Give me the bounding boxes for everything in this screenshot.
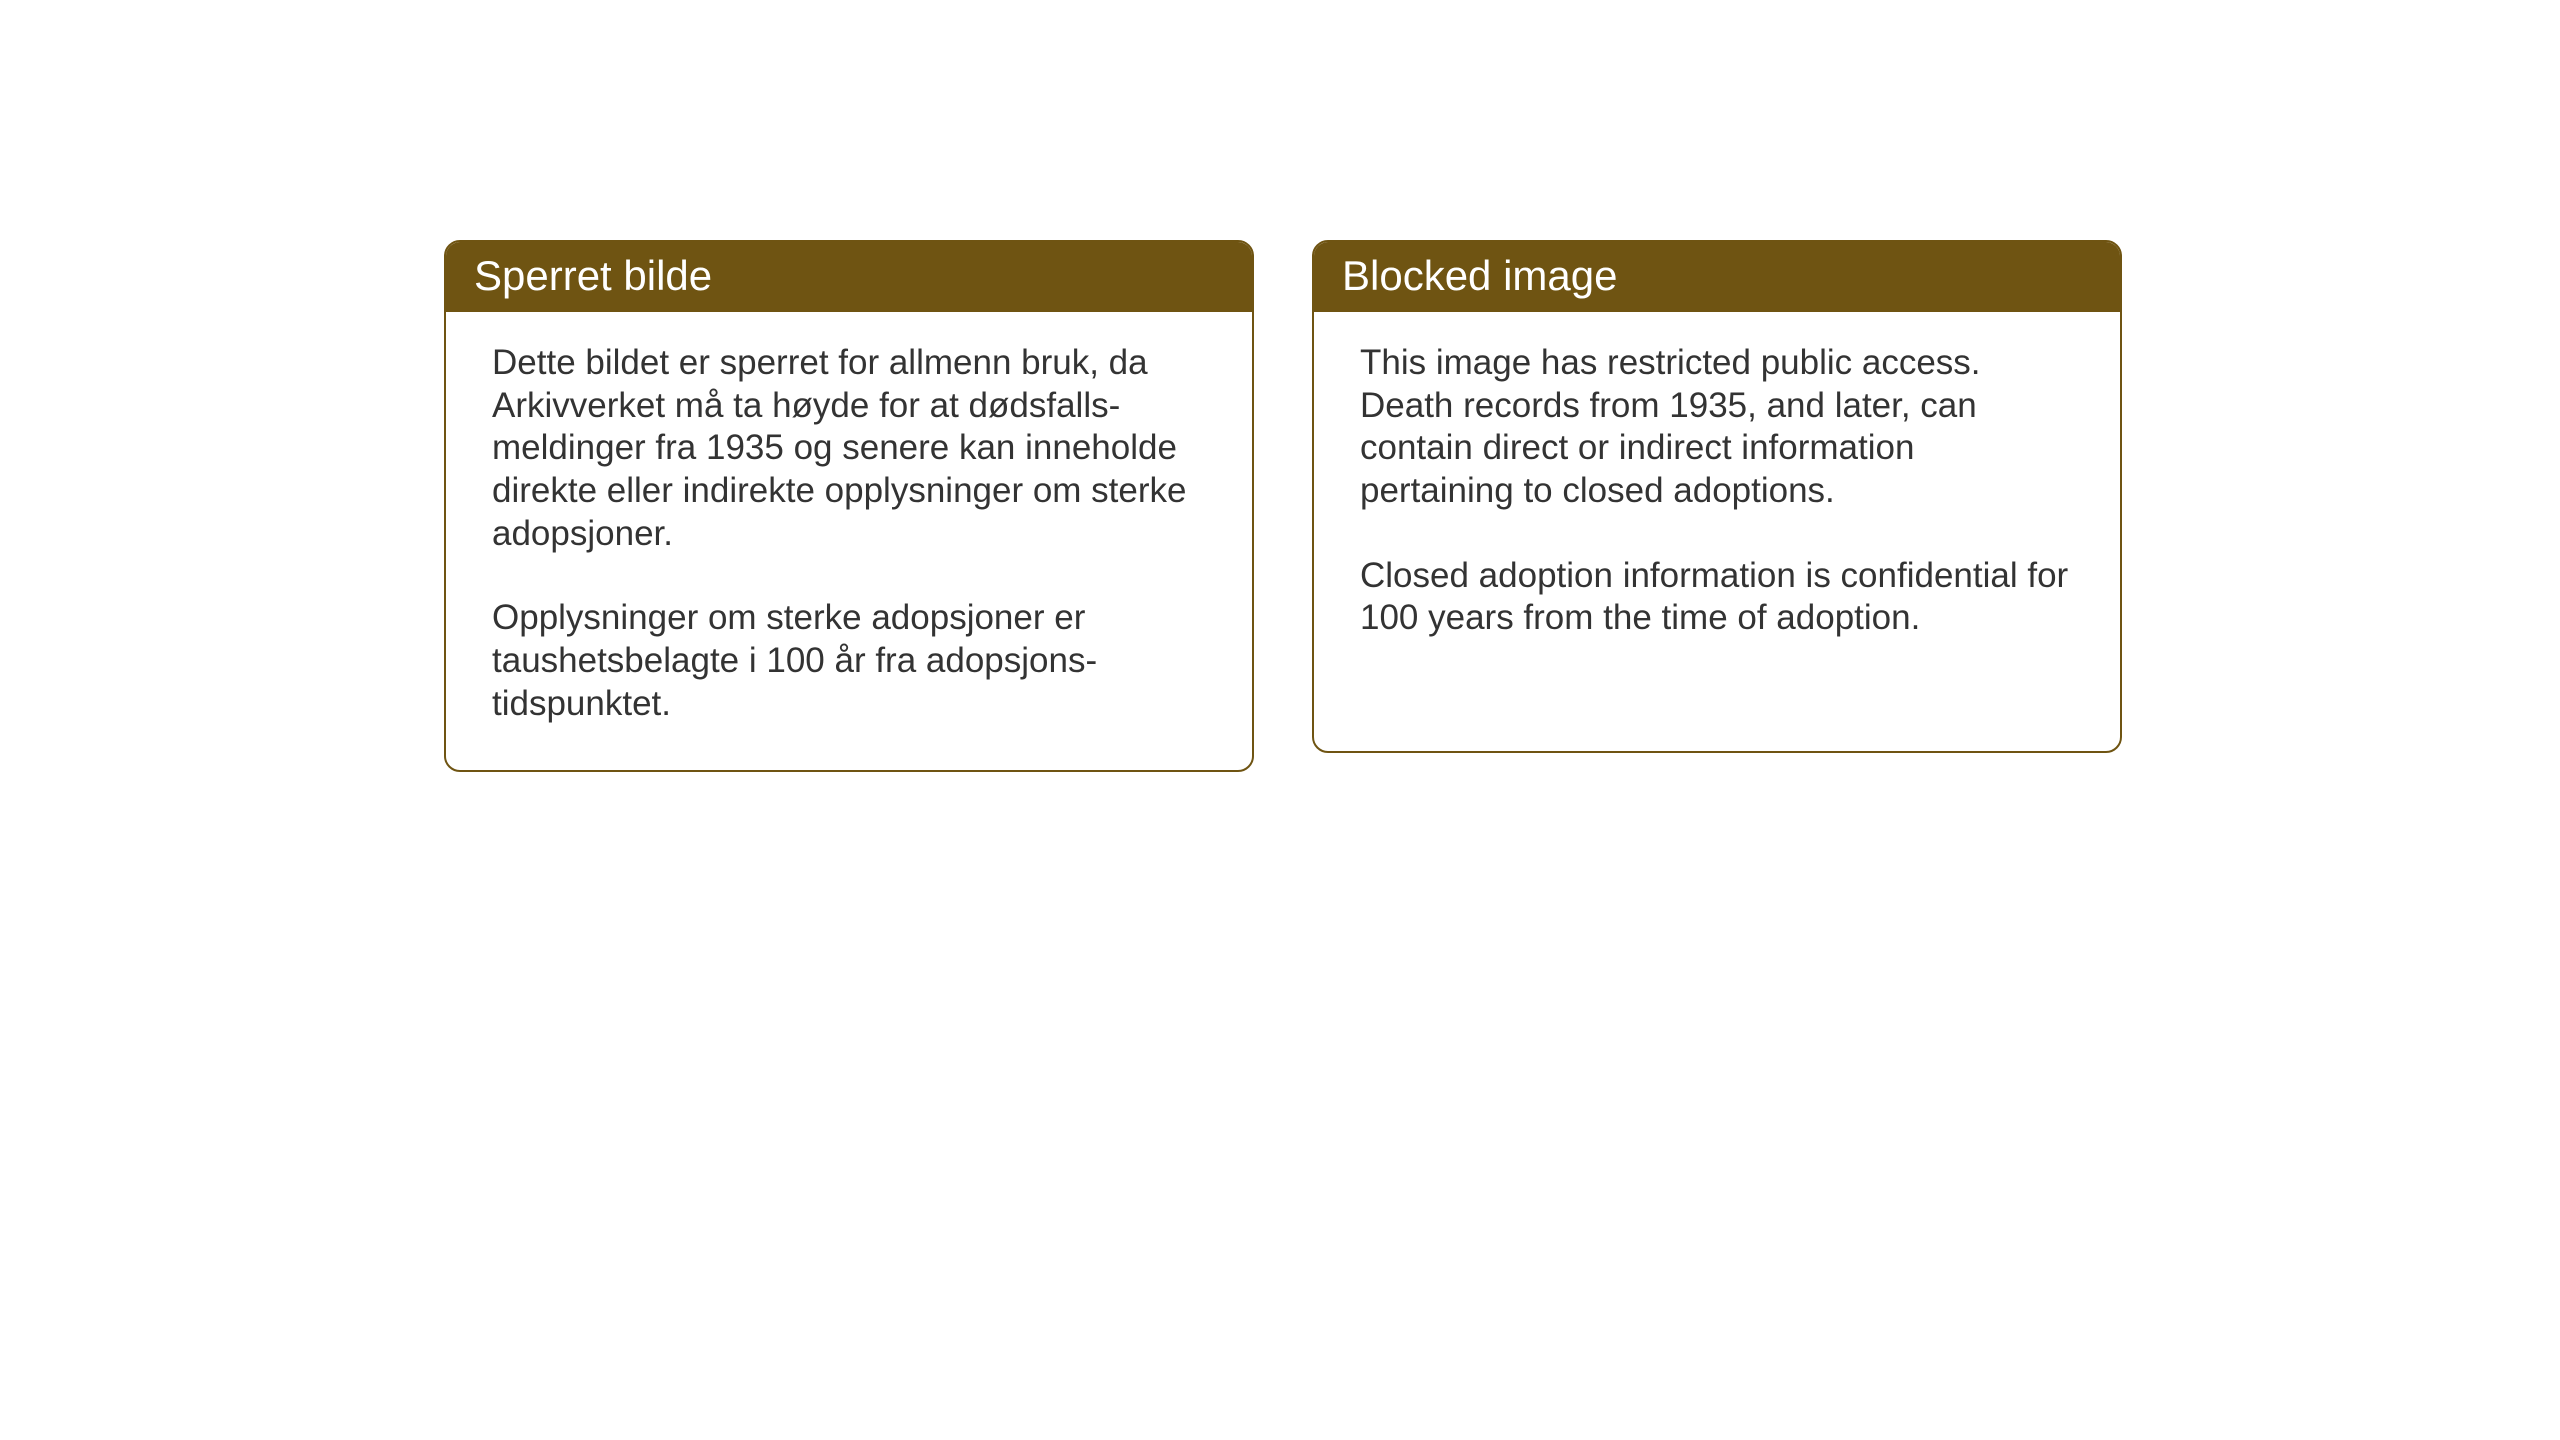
english-card-body: This image has restricted public access.… — [1314, 312, 2120, 684]
notice-container: Sperret bilde Dette bildet er sperret fo… — [444, 240, 2122, 772]
english-card-header: Blocked image — [1314, 242, 2120, 312]
norwegian-paragraph-2: Opplysninger om sterke adopsjoner er tau… — [492, 597, 1206, 725]
norwegian-notice-card: Sperret bilde Dette bildet er sperret fo… — [444, 240, 1254, 772]
norwegian-card-body: Dette bildet er sperret for allmenn bruk… — [446, 312, 1252, 770]
norwegian-card-header: Sperret bilde — [446, 242, 1252, 312]
english-paragraph-2: Closed adoption information is confident… — [1360, 555, 2074, 640]
norwegian-paragraph-1: Dette bildet er sperret for allmenn bruk… — [492, 342, 1206, 555]
english-notice-card: Blocked image This image has restricted … — [1312, 240, 2122, 753]
english-paragraph-1: This image has restricted public access.… — [1360, 342, 2074, 513]
